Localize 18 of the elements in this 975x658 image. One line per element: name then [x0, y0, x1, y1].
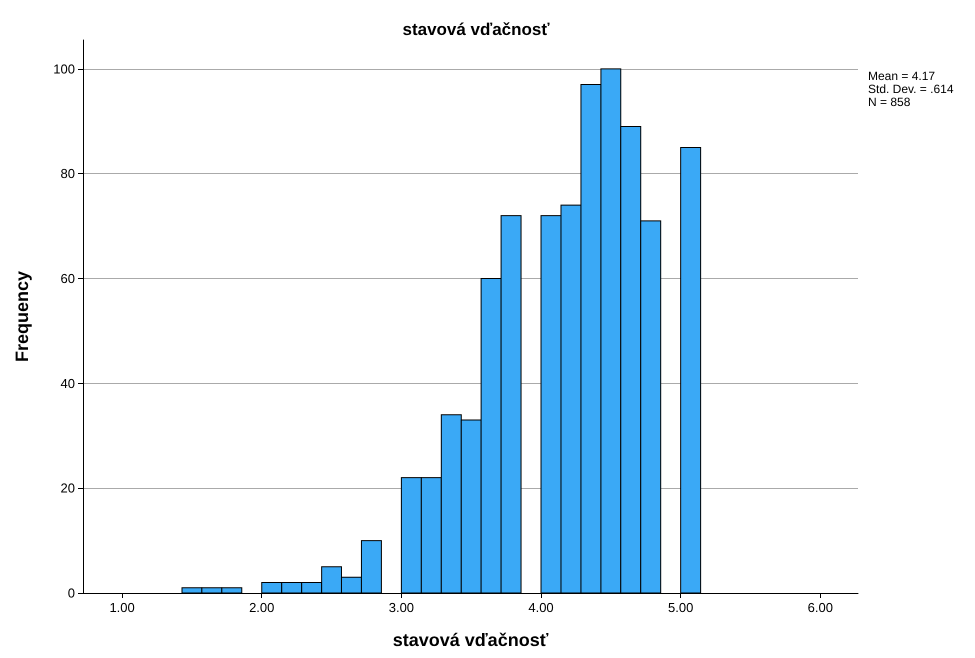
x-axis-title: stavová vďačnosť: [392, 630, 549, 650]
y-tick-label: 0: [68, 586, 75, 600]
y-tick-label: 20: [60, 480, 75, 496]
text: N = 858: [868, 95, 911, 109]
x-tick-label: 4.00: [528, 600, 554, 615]
text: Std. Dev. = .614: [868, 82, 954, 96]
x-tick-label: 2.00: [249, 600, 274, 615]
x-tick-label: 1.00: [109, 600, 135, 615]
y-tick-label: 100: [53, 61, 75, 76]
y-tick-label: 40: [60, 376, 75, 391]
x-tick-label: 5.00: [668, 600, 694, 615]
chart-title: stavová vďačnosť: [402, 20, 550, 39]
x-tick-label: 6.00: [808, 600, 833, 615]
y-axis-title: Frequency: [12, 270, 32, 362]
y-tick-label: 60: [60, 271, 75, 286]
y-tick-label: 80: [60, 166, 75, 182]
text: Mean = 4.17: [868, 69, 936, 83]
x-tick-label: 3.00: [388, 600, 414, 615]
